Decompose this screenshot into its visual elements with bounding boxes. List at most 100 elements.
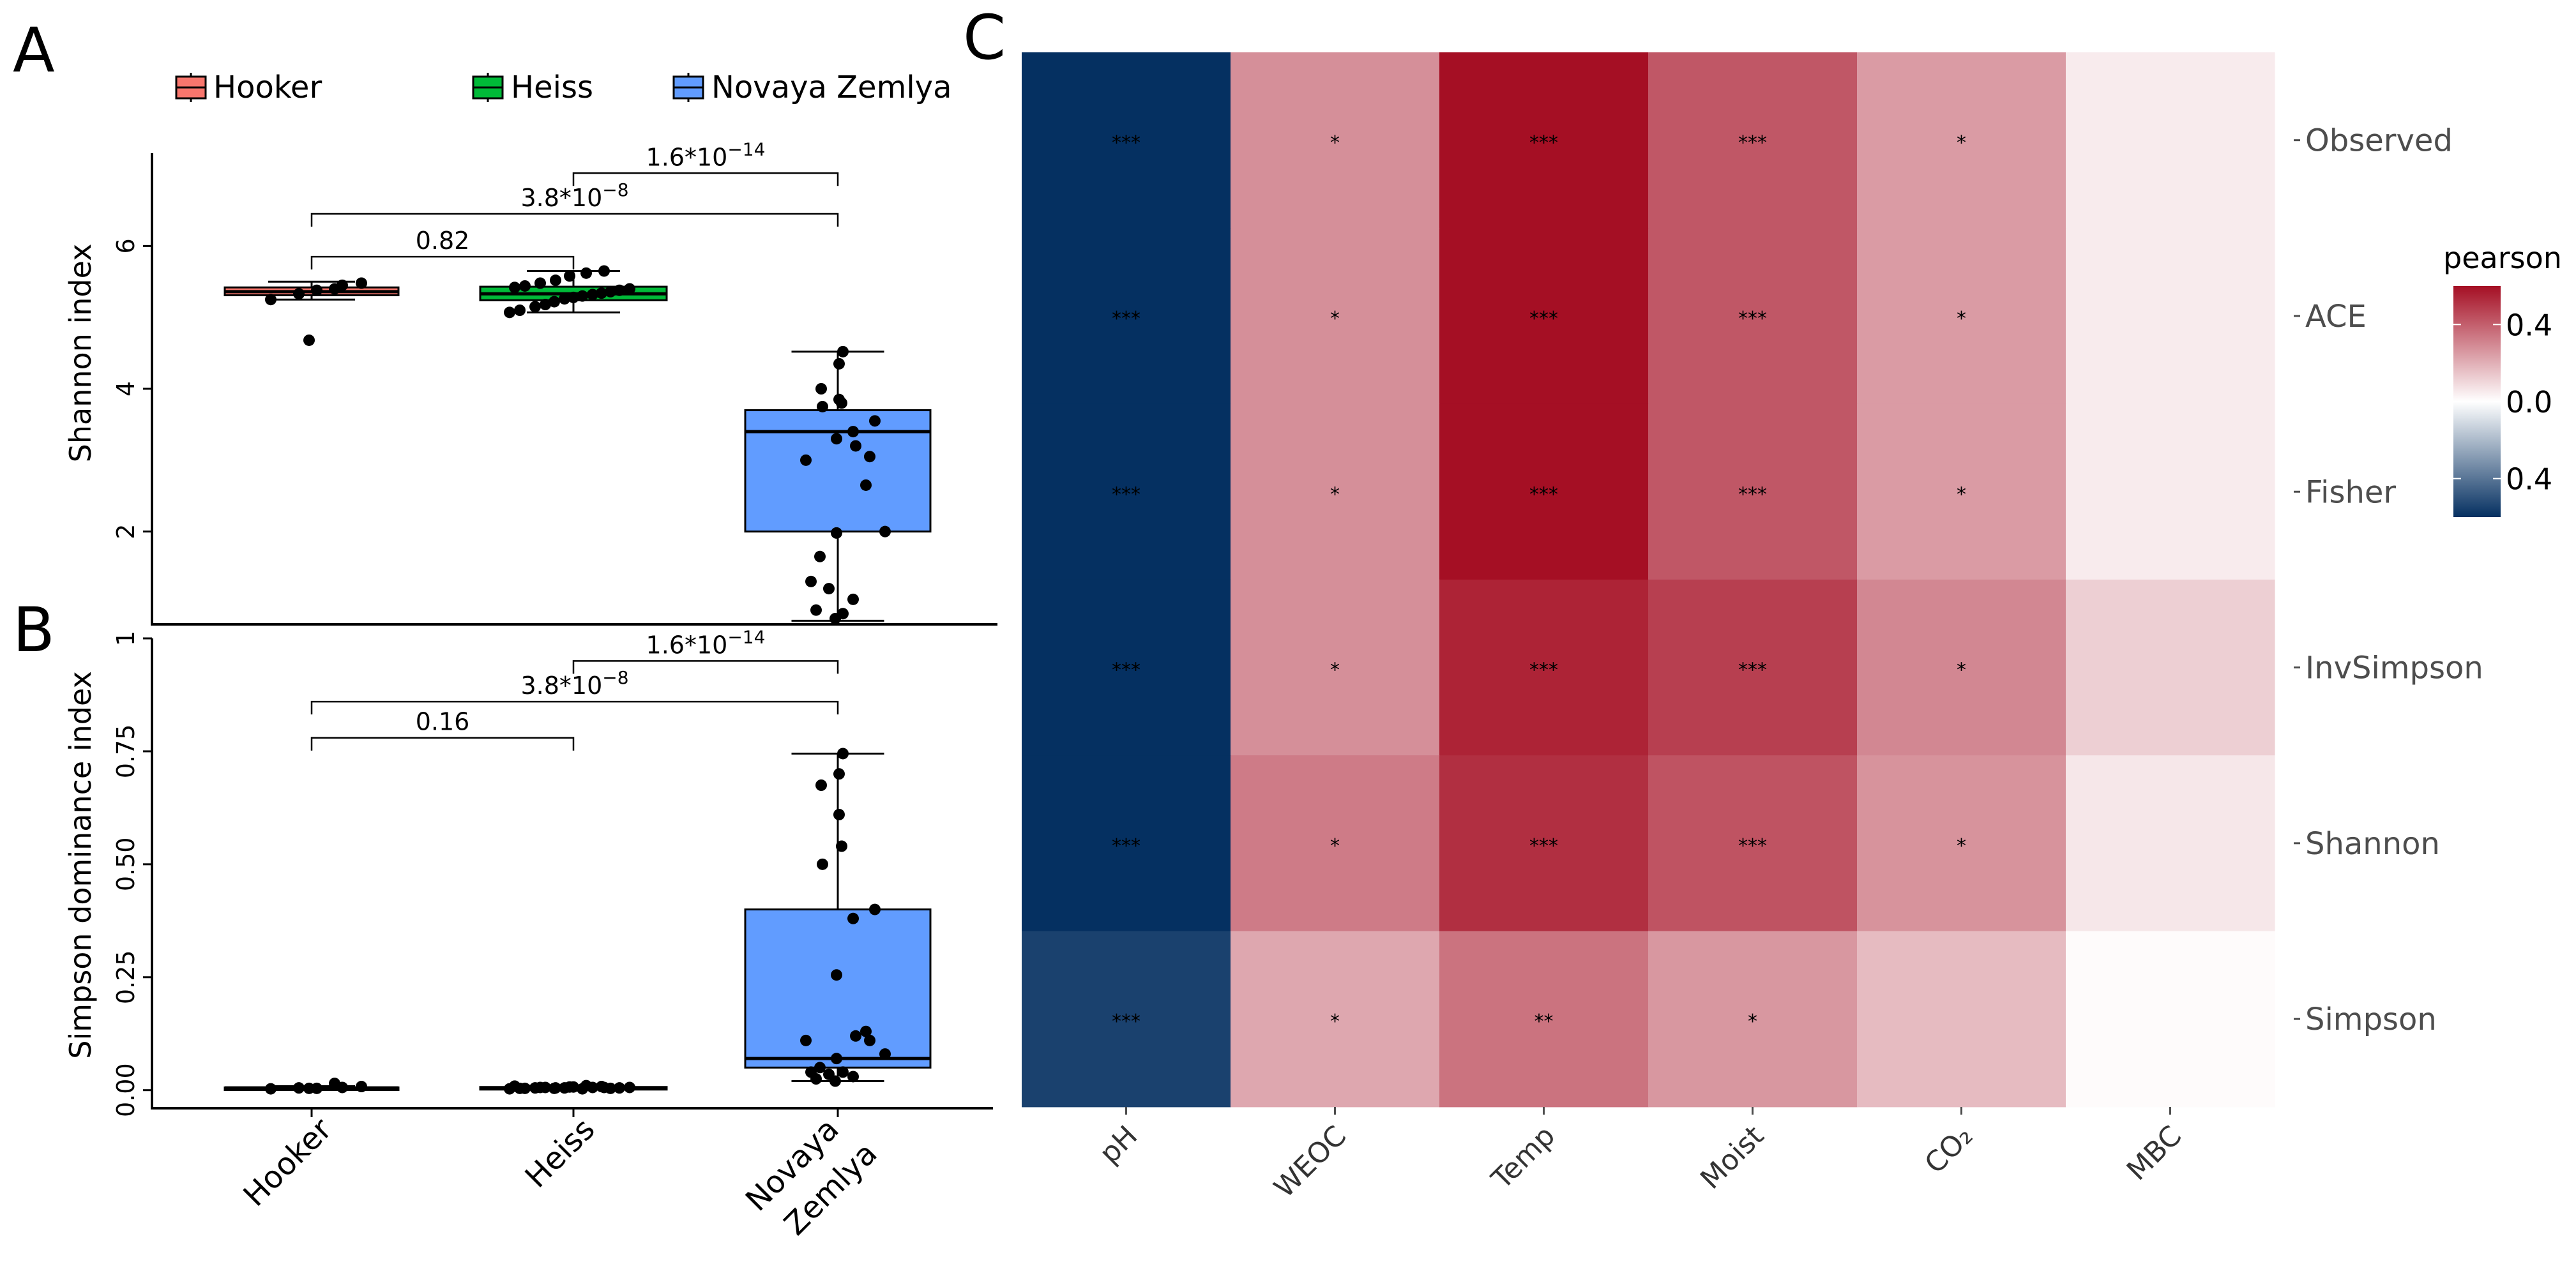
heatmap-cell-0-0	[1022, 52, 1231, 229]
point-panel-a-1-13	[509, 282, 520, 294]
point-panel-b-2-12	[860, 1025, 872, 1037]
panel-label-c: C	[963, 2, 1006, 73]
heatmap-cell-3-0	[1022, 579, 1231, 756]
legend-label-heiss: Heiss	[511, 70, 593, 105]
panel-b-bracket-label-2: 1.6*10−14	[646, 626, 766, 659]
point-panel-a-2-0	[837, 345, 849, 357]
point-panel-a-2-16	[805, 575, 817, 587]
point-panel-b-2-5	[817, 858, 828, 870]
heatmap-cell-4-2	[1439, 755, 1649, 932]
point-panel-a-1-2	[529, 301, 541, 313]
heatmap-stars: *** * *** *** **** * *** *** **** * *** *** **** * ***…	[1112, 132, 1966, 1034]
heatmap-star-2-1: *	[1330, 483, 1340, 506]
heatmap-star-1-0: ***	[1112, 308, 1140, 330]
point-panel-a-2-19	[810, 604, 822, 616]
panel-a-brackets: 0.82 3.8*10−8 1.6*10−14	[310, 139, 839, 270]
col-label-temp: Temp	[1485, 1120, 1562, 1196]
heatmap-cell-5-4	[1857, 931, 2066, 1108]
col-label-ph: pH	[1093, 1120, 1144, 1170]
point-panel-a-1-18	[580, 267, 592, 279]
point-panel-a-1-8	[587, 289, 598, 301]
point-panel-b-1-14	[519, 1082, 531, 1094]
panel-label-b: B	[13, 594, 55, 666]
panel-b-ytick-label-0: 0.00	[112, 1063, 140, 1117]
col-label-mbc: MBC	[2121, 1120, 2188, 1187]
pearson-tick-label-1: 0.0	[2506, 385, 2552, 419]
point-panel-a-1-1	[514, 305, 526, 316]
pearson-legend-title: pearson	[2443, 241, 2562, 275]
heatmap-star-1-4: *	[1957, 308, 1966, 330]
heatmap-star-1-3: ***	[1738, 308, 1767, 330]
point-panel-a-0-0	[265, 294, 277, 306]
heatmap-cell-4-3	[1648, 755, 1858, 932]
point-panel-a-1-4	[549, 296, 560, 308]
heatmap-star-4-3: ***	[1738, 835, 1767, 857]
panel-b-ytick-label-2: 0.50	[112, 838, 140, 892]
xtick-label-heiss: Heiss	[519, 1111, 602, 1195]
box-panel-b-2	[744, 908, 932, 1069]
heatmap-cell-0-4	[1857, 52, 2066, 229]
heatmap-star-3-2: ***	[1529, 659, 1558, 682]
point-panel-b-2-9	[850, 1030, 861, 1042]
point-panel-a-1-0	[504, 306, 515, 319]
heatmap-star-2-0: ***	[1112, 483, 1140, 506]
point-panel-b-2-6	[869, 903, 881, 915]
point-panel-b-1-13	[509, 1080, 520, 1092]
heatmap-col-labels: pH WEOC Temp Moist CO₂ MBC	[1093, 1107, 2188, 1204]
panel-b-bracket-1	[310, 700, 839, 715]
panel-b-bracket-0	[310, 737, 575, 751]
panel-a-bracket-label-0: 0.82	[416, 227, 470, 255]
heatmap-cell-4-1	[1231, 755, 1440, 932]
heatmap-cell-0-2	[1439, 52, 1649, 229]
heatmap-star-0-4: *	[1957, 132, 1966, 154]
point-panel-b-1-15	[534, 1081, 546, 1094]
heatmap-cell-1-3	[1648, 228, 1858, 405]
col-label-co2: CO₂	[1919, 1120, 1980, 1180]
point-panel-b-2-4	[836, 840, 847, 852]
row-label-fisher: Fisher	[2305, 474, 2396, 510]
heatmap-star-0-3: ***	[1738, 132, 1767, 154]
point-panel-b-2-8	[831, 969, 842, 981]
row-label-simpson: Simpson	[2305, 1002, 2437, 1037]
point-panel-a-0-1	[293, 288, 305, 300]
row-label-ace: ACE	[2305, 299, 2367, 335]
point-panel-a-0-2	[311, 284, 322, 296]
heatmap-cell-5-0	[1022, 931, 1231, 1108]
heatmap-cell-2-3	[1648, 403, 1858, 580]
panel-a-bracket-label-1-base: 3.8*10	[520, 184, 602, 212]
heatmap-star-3-3: ***	[1738, 659, 1767, 682]
pearson-colorbar	[2453, 286, 2501, 517]
point-panel-b-0-1	[293, 1082, 305, 1094]
point-panel-b-2-18	[847, 1071, 859, 1083]
panel-b-bracket-2	[572, 660, 839, 674]
heatmap-cell-3-5	[2066, 579, 2275, 756]
panel-b-bracket-label-2-exp: −14	[727, 626, 765, 647]
pearson-legend: pearson 0.4 0.0 0.4	[2443, 241, 2562, 517]
row-label-shannon: Shannon	[2305, 826, 2440, 862]
point-panel-a-0-6	[303, 334, 315, 346]
point-panel-b-2-21	[830, 1075, 841, 1087]
heatmap-cell-0-1	[1231, 52, 1440, 229]
legend-label-hooker: Hooker	[213, 70, 322, 105]
panel-b-marks	[143, 637, 993, 1117]
heatmap-cell-2-0	[1022, 403, 1231, 580]
pearson-ticks: 0.4 0.0 0.4	[2453, 308, 2552, 497]
panel-b-ytick-label-1: 0.25	[112, 950, 140, 1004]
panel-b-bracket-label-1-base: 3.8*10	[520, 672, 602, 700]
point-panel-a-2-4	[836, 397, 847, 409]
panel-a-bracket-label-1: 3.8*10−8	[520, 179, 628, 212]
point-panel-b-2-15	[814, 1062, 826, 1074]
panel-a-ytick-label-2: 6	[112, 238, 140, 253]
heatmap-cell-2-4	[1857, 403, 2066, 580]
heatmap-cell-5-1	[1231, 931, 1440, 1108]
point-panel-a-2-18	[847, 593, 859, 605]
heatmap-cell-1-1	[1231, 228, 1440, 405]
point-panel-b-0-0	[265, 1083, 277, 1095]
heatmap-star-5-3: *	[1748, 1011, 1757, 1033]
heatmap-star-1-2: ***	[1529, 308, 1558, 330]
heatmap-star-2-4: *	[1957, 483, 1966, 506]
heatmap-star-4-0: ***	[1112, 835, 1140, 857]
panel-b-simpson: Simpson dominance index 0.00 0.25 0.50 0…	[63, 626, 993, 1242]
point-panel-a-1-7	[577, 290, 588, 302]
heatmap-star-0-0: ***	[1112, 132, 1140, 154]
